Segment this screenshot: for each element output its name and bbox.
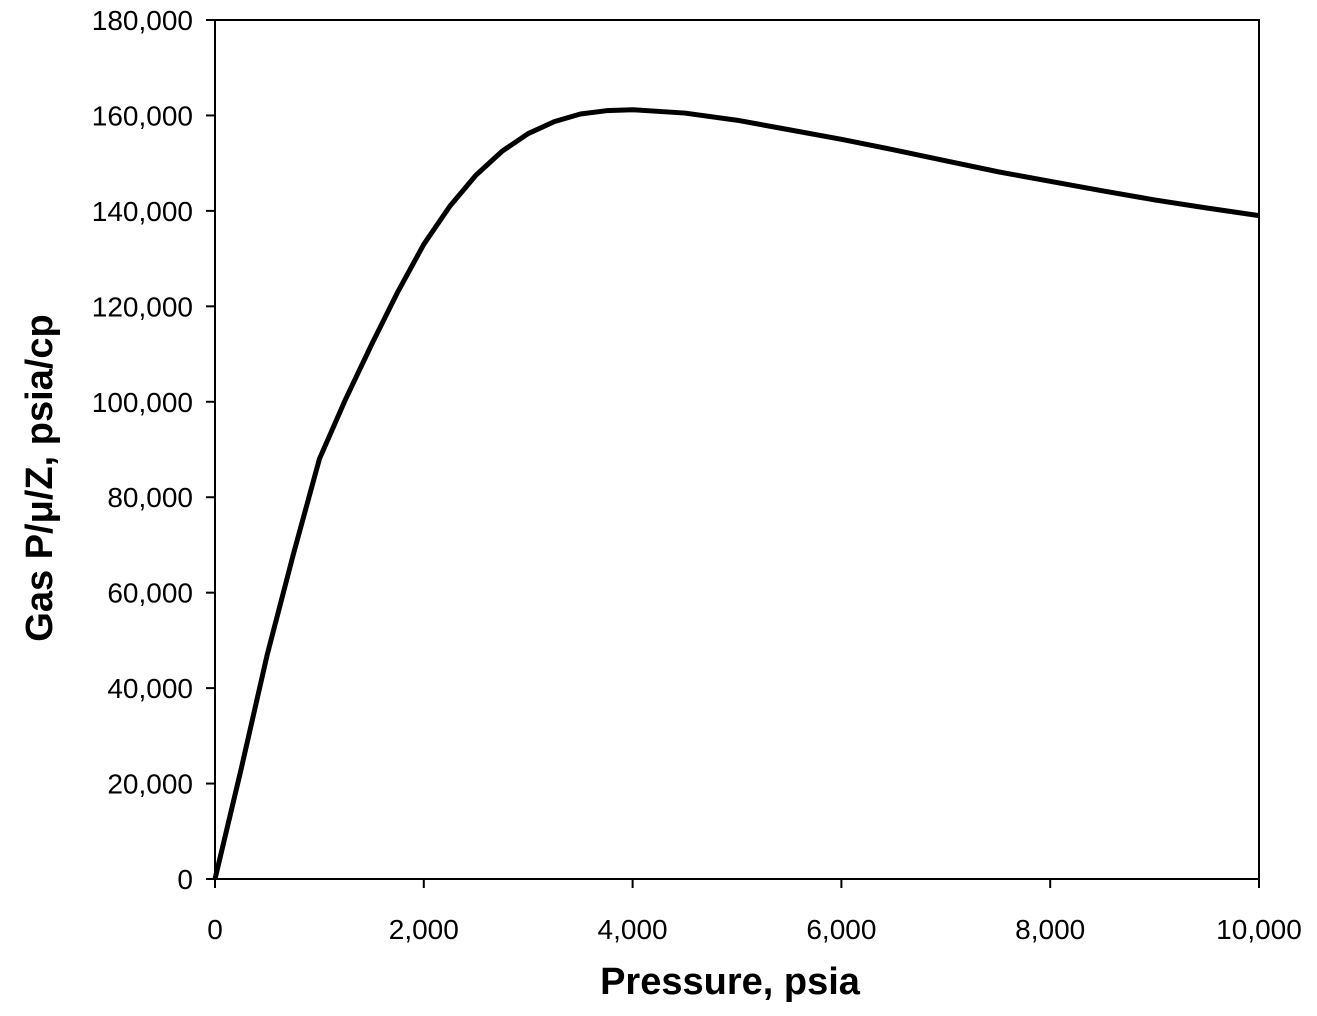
y-tick-label: 120,000 [92, 291, 193, 322]
plot-frame [214, 19, 1260, 880]
y-tick-label: 60,000 [107, 578, 193, 609]
data-line [212, 107, 1260, 880]
y-tick-label: 140,000 [92, 196, 193, 227]
y-tick-label: 0 [177, 864, 193, 895]
y-tick-label: 180,000 [92, 5, 193, 36]
y-tick-label: 160,000 [92, 100, 193, 131]
y-tick-label: 80,000 [107, 482, 193, 513]
x-tick-label: 6,000 [806, 914, 876, 945]
y-axis-title: Gas P/μ/Z, psia/cp [19, 314, 61, 641]
y-tick-label: 20,000 [107, 769, 193, 800]
x-tick-label: 0 [207, 914, 223, 945]
x-tick-label: 4,000 [598, 914, 668, 945]
y-tick-label: 40,000 [107, 673, 193, 704]
x-tick-label: 8,000 [1015, 914, 1085, 945]
x-axis-title: Pressure, psia [600, 961, 861, 1003]
y-tick-label: 100,000 [92, 387, 193, 418]
x-tick-label: 10,000 [1216, 914, 1302, 945]
x-tick-label: 2,000 [389, 914, 459, 945]
